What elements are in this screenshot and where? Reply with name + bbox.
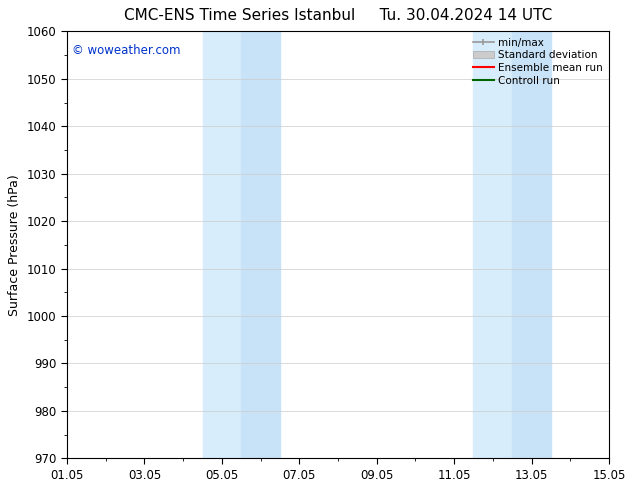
Title: CMC-ENS Time Series Istanbul     Tu. 30.04.2024 14 UTC: CMC-ENS Time Series Istanbul Tu. 30.04.2… xyxy=(124,8,552,24)
Bar xyxy=(474,31,512,458)
Legend: min/max, Standard deviation, Ensemble mean run, Controll run: min/max, Standard deviation, Ensemble me… xyxy=(470,35,606,89)
Bar xyxy=(242,31,280,458)
Text: © woweather.com: © woweather.com xyxy=(72,44,181,57)
Bar xyxy=(512,31,551,458)
Bar xyxy=(202,31,242,458)
Y-axis label: Surface Pressure (hPa): Surface Pressure (hPa) xyxy=(8,174,22,316)
